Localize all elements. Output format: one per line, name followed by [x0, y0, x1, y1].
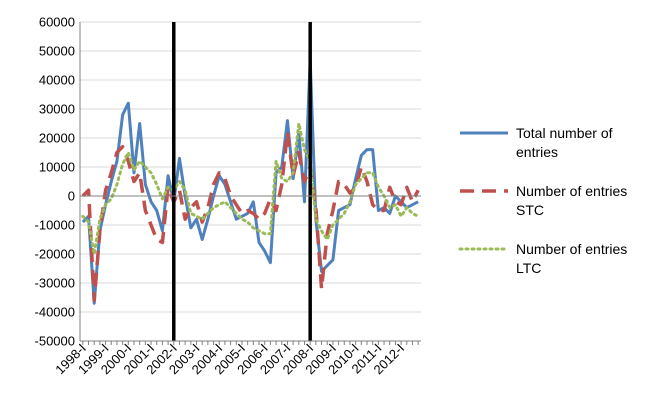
- y-axis-tick-labels: -50000 -40000 -30000 -20000 -10000 0 10000 2000…: [35, 15, 75, 349]
- legend-label-2: Number of entries STC: [516, 183, 627, 218]
- y-tick-label: 30000: [39, 102, 75, 117]
- axes: [79, 22, 421, 345]
- y-tick-label: -50000: [35, 334, 75, 349]
- y-tick-label: 40000: [39, 73, 75, 88]
- y-tick-label: 20000: [39, 131, 75, 146]
- legend-label-3: Number of entries LTC: [516, 241, 627, 276]
- y-tick-label: -40000: [35, 305, 75, 320]
- y-tick-label: 10000: [39, 160, 75, 175]
- y-tick-label: -20000: [35, 247, 75, 262]
- y-tick-label: 60000: [39, 15, 75, 30]
- y-tick-label: -10000: [35, 218, 75, 233]
- vertical-marker-lines: [172, 22, 312, 341]
- legend-label-1: Total number of entries: [516, 125, 613, 160]
- series-line-2: [81, 130, 420, 303]
- x-axis-tick-labels: 1998-I1999-I2000-I2001-I2002-I2003-I2004…: [52, 341, 407, 378]
- series-line-1: [81, 58, 419, 305]
- y-tick-label: 0: [68, 189, 75, 204]
- y-tick-label: -30000: [35, 276, 75, 291]
- legend: Total number of entries Number of entries S…: [458, 125, 627, 276]
- y-tick-label: 50000: [39, 44, 75, 59]
- series-lines: [81, 58, 420, 305]
- gridlines: [80, 21, 421, 342]
- series-line-3: [81, 122, 420, 256]
